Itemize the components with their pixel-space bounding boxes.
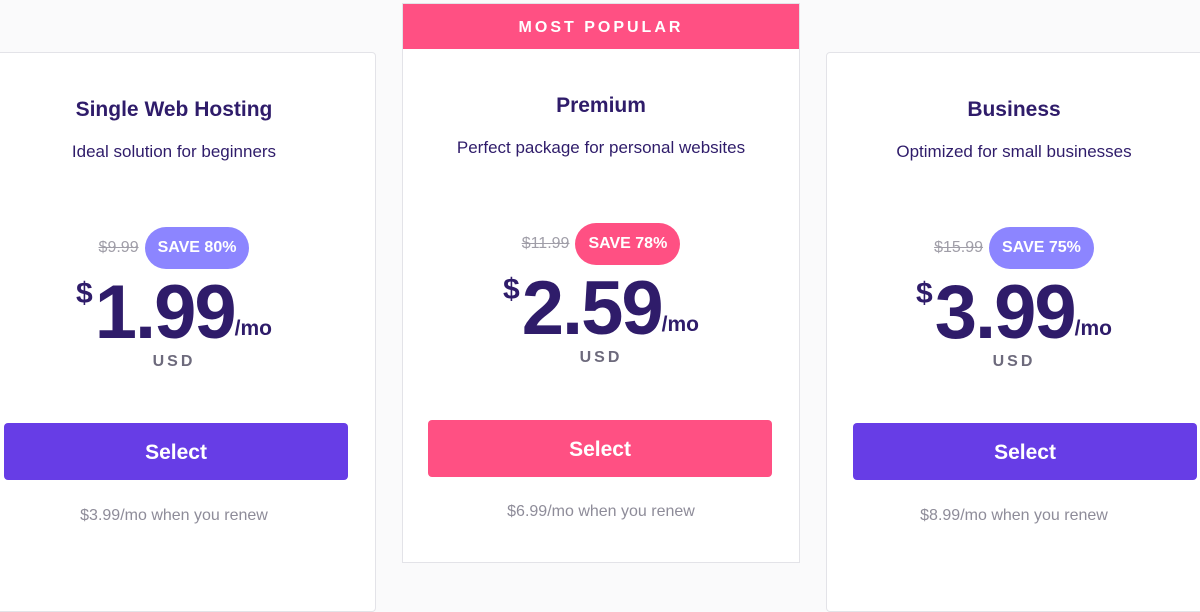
discount-row: $9.99 SAVE 80%: [1, 227, 347, 269]
renewal-price: $8.99/mo when you renew: [920, 507, 1108, 524]
currency-symbol: $: [916, 277, 933, 310]
price-amount: 2.59: [521, 266, 664, 351]
plan-description: Ideal solution for beginners: [71, 142, 277, 161]
select-button[interactable]: Select: [4, 423, 348, 480]
plan-title: Premium: [556, 94, 646, 117]
plan-card-2: Business Optimized for small businesses …: [826, 52, 1200, 612]
currency-label: USD: [579, 349, 623, 366]
price: $ 3.99 /mo: [827, 271, 1200, 355]
price: $ 1.99 /mo: [1, 271, 347, 355]
original-price: $9.99: [98, 239, 139, 256]
currency-label: USD: [152, 353, 196, 370]
currency-symbol: $: [76, 277, 93, 310]
currency-label: USD: [992, 353, 1036, 370]
plan-description: Optimized for small businesses: [896, 142, 1132, 161]
discount-row: $11.99 SAVE 78%: [403, 223, 799, 265]
renewal-price: $6.99/mo when you renew: [507, 503, 695, 520]
save-badge: SAVE 78%: [575, 223, 681, 265]
renewal-price: $3.99/mo when you renew: [80, 507, 268, 524]
plan-card-1: MOST POPULAR Premium Perfect package for…: [402, 3, 800, 563]
most-popular-banner: MOST POPULAR: [403, 4, 799, 49]
price: $ 2.59 /mo: [403, 267, 799, 351]
plan-title: Single Web Hosting: [75, 98, 273, 121]
currency-symbol: $: [503, 273, 520, 306]
save-badge: SAVE 80%: [144, 227, 250, 269]
price-period: /mo: [1074, 317, 1112, 340]
price-amount: 3.99: [934, 270, 1077, 355]
select-button[interactable]: Select: [428, 420, 772, 477]
select-button[interactable]: Select: [853, 423, 1197, 480]
price-amount: 1.99: [94, 270, 237, 355]
save-badge: SAVE 75%: [989, 227, 1094, 269]
original-price: $11.99: [521, 235, 570, 252]
price-period: /mo: [234, 317, 272, 340]
plan-description: Perfect package for personal websites: [456, 138, 746, 157]
plan-card-0: Single Web Hosting Ideal solution for be…: [0, 52, 376, 612]
discount-row: $15.99 SAVE 75%: [827, 227, 1200, 269]
price-period: /mo: [661, 313, 699, 336]
original-price: $15.99: [934, 239, 984, 256]
plan-title: Business: [967, 98, 1061, 121]
